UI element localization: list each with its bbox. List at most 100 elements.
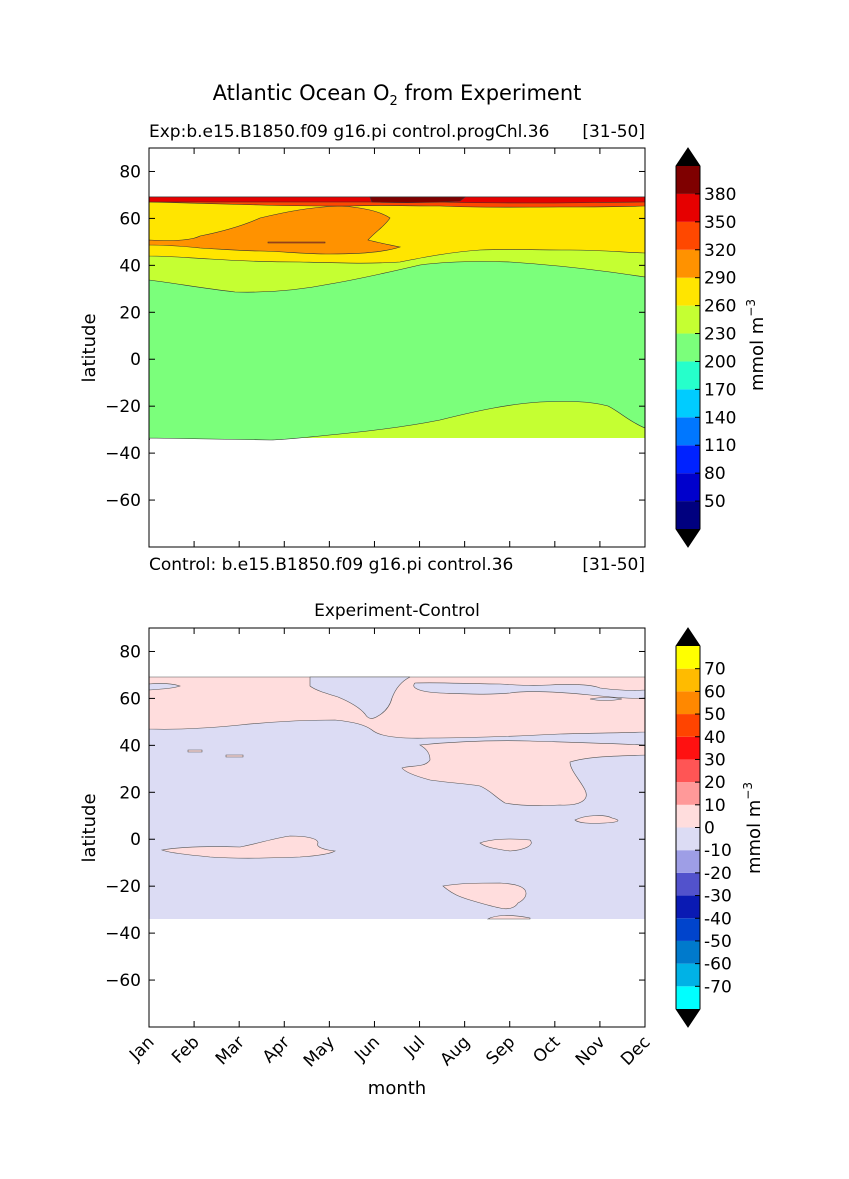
y-tick-label: −20 bbox=[105, 397, 141, 417]
x-tick-label: Sep bbox=[482, 1032, 519, 1069]
y-tick-label: 60 bbox=[119, 209, 141, 229]
colorbar-segment bbox=[676, 473, 700, 502]
colorbar-tick-label: 290 bbox=[704, 269, 736, 289]
colorbar-segment bbox=[676, 714, 700, 737]
y-tick-label: 80 bbox=[119, 162, 141, 182]
colorbar-extend-min bbox=[676, 1009, 700, 1027]
colorbar-tick-label: 20 bbox=[704, 773, 726, 793]
colorbar-tick-label: 260 bbox=[704, 297, 736, 317]
colorbar-segment bbox=[676, 417, 700, 446]
colorbar-tick-label: -10 bbox=[704, 841, 732, 861]
colorbar-outline bbox=[675, 627, 701, 1028]
colorbar-tick-label: 10 bbox=[704, 796, 726, 816]
colorbar-extend-max bbox=[676, 148, 700, 166]
colorbar-tick-label: 350 bbox=[704, 213, 736, 233]
colorbar-segment bbox=[676, 668, 700, 692]
colorbar-segment bbox=[676, 445, 700, 474]
y-tick-label: 20 bbox=[119, 303, 141, 323]
contour-band-380 bbox=[369, 196, 466, 203]
contour-patch-dot1 bbox=[187, 749, 203, 753]
panel2-axes-frame bbox=[148, 627, 646, 1028]
panel2-x-axis-label: month bbox=[368, 1078, 426, 1099]
colorbar-tick-label: 40 bbox=[704, 728, 726, 748]
y-tick-label: 20 bbox=[119, 783, 141, 803]
colorbar-tick-label: -40 bbox=[704, 909, 732, 929]
panel1-y-axis-label: latitude bbox=[79, 313, 100, 382]
panel2-title: Experiment-Control bbox=[314, 601, 480, 621]
colorbar-segment bbox=[676, 804, 700, 828]
colorbar-tick-label: -70 bbox=[704, 977, 732, 997]
x-tick-label: Nov bbox=[572, 1032, 610, 1070]
colorbar-segment bbox=[676, 333, 700, 362]
colorbar-segment bbox=[676, 918, 700, 941]
panel2-y-ticks: 80 60 40 20 0 −20 −40 −60 bbox=[105, 642, 645, 991]
x-tick-label: May bbox=[300, 1032, 339, 1071]
colorbar-tick-label: -60 bbox=[704, 955, 732, 975]
colorbar-segment bbox=[676, 940, 700, 964]
x-tick-label: Oct bbox=[529, 1032, 564, 1067]
colorbar-segment bbox=[676, 361, 700, 390]
colorbar-segment bbox=[676, 221, 700, 250]
colorbar-segment bbox=[676, 277, 700, 306]
y-tick-label: −60 bbox=[105, 971, 141, 991]
contour-patch-dot2 bbox=[225, 754, 244, 758]
panel2-subtitle-right: [31-50] bbox=[582, 555, 645, 575]
panel1-contour-fill bbox=[149, 196, 645, 441]
colorbar-extend-min bbox=[676, 529, 700, 547]
colorbar-tick-label: 60 bbox=[704, 682, 726, 702]
contour-patch-west bbox=[160, 835, 336, 859]
y-tick-label: 0 bbox=[130, 830, 141, 850]
x-tick-label: Jun bbox=[350, 1032, 384, 1066]
colorbar-segment bbox=[676, 389, 700, 418]
panel2-contour-fill bbox=[149, 676, 645, 920]
colorbar-segment bbox=[676, 759, 700, 783]
panel-difference: Control: b.e15.B1850.f09 g16.pi control.… bbox=[79, 555, 765, 1099]
figure-title: Atlantic Ocean O2 from Experiment bbox=[213, 81, 582, 109]
panel1-subtitle-right: [31-50] bbox=[582, 122, 645, 142]
panel1-x-ticks bbox=[148, 148, 646, 547]
panel1-axes-frame bbox=[148, 147, 646, 548]
contour-patch-small2 bbox=[479, 838, 532, 852]
x-tick-label: Feb bbox=[168, 1032, 203, 1067]
y-tick-label: 60 bbox=[119, 689, 141, 709]
colorbar-segment bbox=[676, 850, 700, 873]
y-tick-label: 80 bbox=[119, 642, 141, 662]
colorbar-tick-label: 50 bbox=[704, 492, 726, 512]
colorbar-segment bbox=[676, 305, 700, 334]
panel1-colorbar: 50 80 110 140 170 200 230 260 290 320 350 380 bbox=[675, 147, 736, 548]
colorbar-tick-label: 0 bbox=[704, 819, 715, 839]
contour-band-200 bbox=[149, 261, 645, 441]
colorbar-segment bbox=[676, 986, 700, 1009]
colorbar-outline bbox=[675, 147, 701, 548]
contour-patch-south-tip bbox=[486, 915, 531, 920]
colorbar-tick-label: 30 bbox=[704, 750, 726, 770]
colorbar-tick-label: 320 bbox=[704, 241, 736, 261]
colorbar-tick-label: 140 bbox=[704, 408, 736, 428]
x-tick-label: Apr bbox=[259, 1032, 294, 1067]
panel2-colorbar-label: mmol m−3 bbox=[741, 782, 765, 874]
contour-patch-north bbox=[149, 676, 645, 739]
y-tick-label: 40 bbox=[119, 256, 141, 276]
contour-band-290 bbox=[149, 205, 402, 255]
y-tick-label: −40 bbox=[105, 924, 141, 944]
x-tick-label: Aug bbox=[437, 1032, 475, 1070]
colorbar-tick-label: -30 bbox=[704, 887, 732, 907]
colorbar-segment bbox=[676, 736, 700, 760]
colorbar-tick-label: 50 bbox=[704, 705, 726, 725]
colorbar-tick-label: -20 bbox=[704, 864, 732, 884]
contour-patch-north-inner bbox=[309, 676, 411, 719]
panel1-y-ticks: 80 60 40 20 0 −20 −40 −60 bbox=[105, 162, 645, 511]
colorbar-segment bbox=[676, 872, 700, 896]
panel1-subtitle-left: Exp:b.e15.B1850.f09 g16.pi control.progC… bbox=[149, 122, 549, 142]
contour-band-320-spot bbox=[267, 241, 326, 244]
colorbar-segment bbox=[676, 501, 700, 529]
colorbar-segment bbox=[676, 691, 700, 715]
colorbar-tick-label: 170 bbox=[704, 380, 736, 400]
colorbar-tick-label: 110 bbox=[704, 436, 736, 456]
panel-experiment: Exp:b.e15.B1850.f09 g16.pi control.progC… bbox=[79, 122, 768, 548]
x-tick-label: Dec bbox=[617, 1032, 654, 1069]
colorbar-segment bbox=[676, 782, 700, 805]
x-tick-label: Mar bbox=[212, 1032, 249, 1069]
